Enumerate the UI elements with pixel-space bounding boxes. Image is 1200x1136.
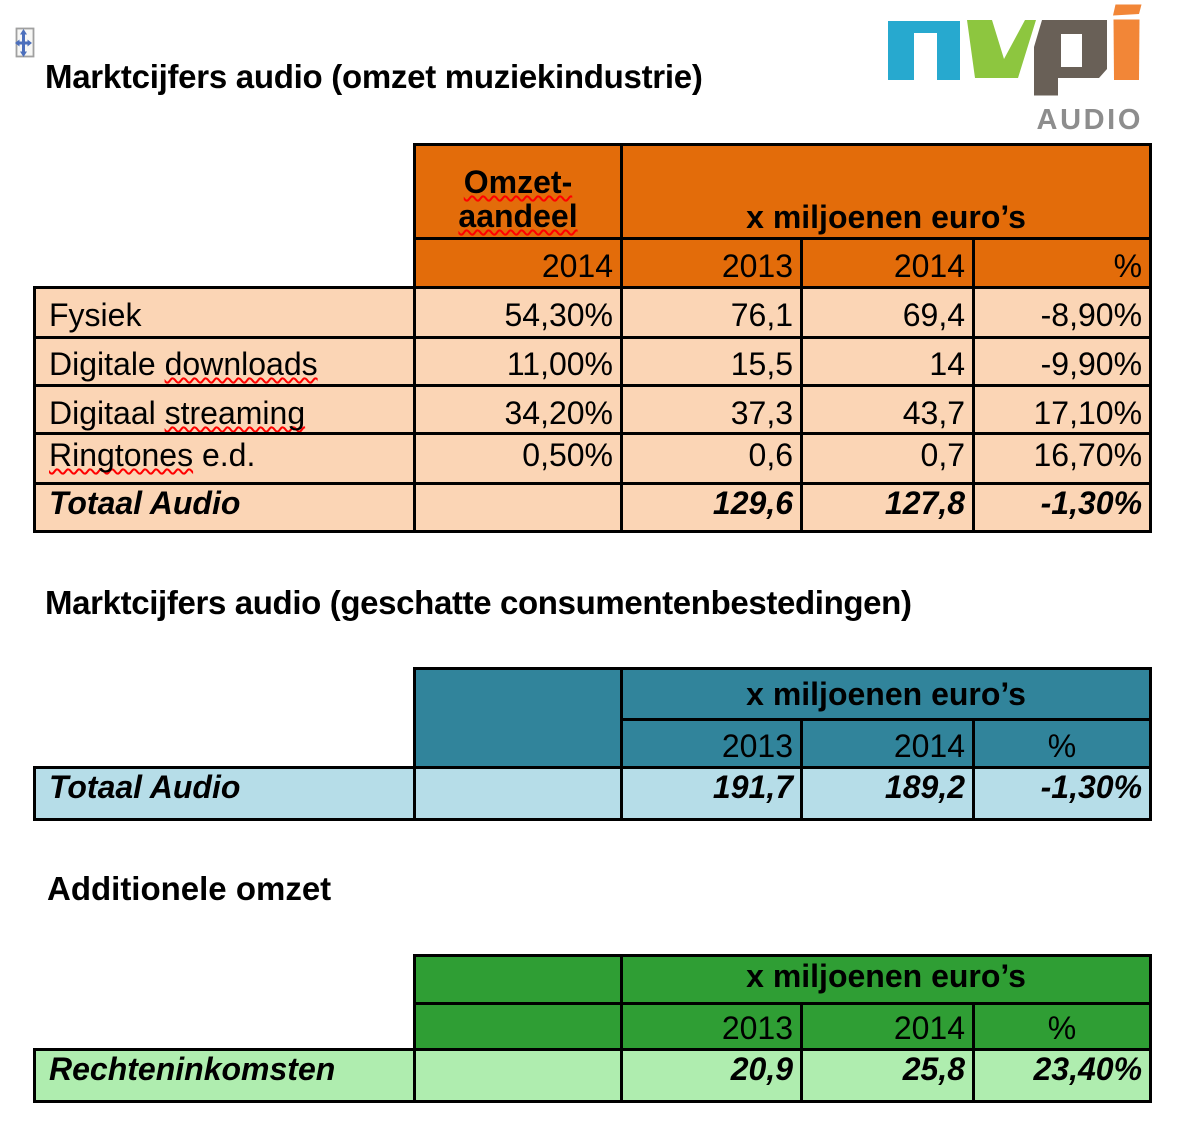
svg-text:AUDIO: AUDIO <box>1037 104 1143 134</box>
